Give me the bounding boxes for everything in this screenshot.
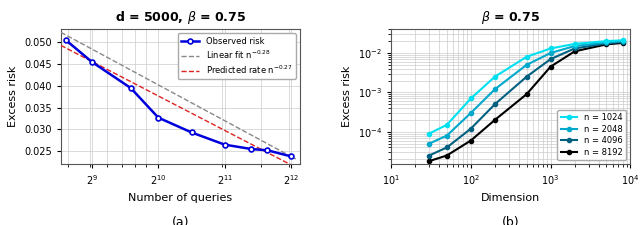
Observed risk [62, 39, 70, 41]
n = 8192 [426, 160, 433, 162]
n = 1024 [571, 43, 579, 45]
n = 1024 [467, 97, 475, 100]
n = 1024 [523, 55, 531, 58]
n = 2048 [547, 52, 554, 54]
n = 1024 [547, 47, 554, 50]
X-axis label: Number of queries: Number of queries [129, 193, 232, 203]
n = 1024 [426, 132, 433, 135]
X-axis label: Dimension: Dimension [481, 193, 540, 203]
n = 1024 [602, 40, 610, 43]
Title: d = 5000, $\beta$ = 0.75: d = 5000, $\beta$ = 0.75 [115, 9, 246, 26]
Line: n = 4096: n = 4096 [427, 40, 625, 157]
Legend: n = 1024, n = 2048, n = 4096, n = 8192: n = 1024, n = 2048, n = 4096, n = 8192 [557, 110, 626, 160]
n = 4096 [443, 146, 451, 149]
Observed risk [127, 87, 134, 89]
Observed risk [154, 116, 162, 119]
n = 8192 [619, 42, 627, 44]
n = 8192 [602, 43, 610, 46]
Y-axis label: Excess risk: Excess risk [342, 66, 352, 127]
n = 8192 [491, 119, 499, 121]
n = 1024 [443, 124, 451, 126]
Observed risk [188, 131, 195, 134]
n = 2048 [619, 40, 627, 43]
n = 2048 [491, 88, 499, 91]
n = 4096 [547, 58, 554, 61]
n = 8192 [443, 154, 451, 157]
n = 8192 [523, 93, 531, 96]
Title: $\beta$ = 0.75: $\beta$ = 0.75 [481, 9, 540, 26]
n = 1024 [619, 39, 627, 42]
n = 2048 [467, 112, 475, 114]
n = 2048 [443, 134, 451, 137]
n = 4096 [523, 75, 531, 78]
Y-axis label: Excess risk: Excess risk [8, 66, 19, 127]
Text: (b): (b) [502, 216, 520, 225]
n = 8192 [547, 65, 554, 68]
Observed risk [247, 148, 255, 150]
n = 1024 [491, 75, 499, 78]
Observed risk [221, 143, 228, 146]
Legend: Observed risk, Linear fit n$^{-0.28}$, Predicted rate n$^{-0.27}$: Observed risk, Linear fit n$^{-0.28}$, P… [178, 34, 296, 79]
Observed risk [88, 61, 96, 63]
n = 4096 [426, 154, 433, 157]
n = 8192 [571, 50, 579, 53]
n = 2048 [523, 63, 531, 66]
n = 8192 [467, 139, 475, 142]
Observed risk [264, 149, 271, 152]
Line: Observed risk: Observed risk [63, 38, 294, 159]
n = 2048 [602, 41, 610, 44]
Line: n = 8192: n = 8192 [427, 41, 625, 163]
n = 2048 [426, 142, 433, 145]
n = 4096 [491, 103, 499, 106]
Line: n = 1024: n = 1024 [427, 38, 625, 136]
n = 2048 [571, 45, 579, 47]
Text: (a): (a) [172, 216, 189, 225]
n = 4096 [571, 47, 579, 50]
n = 4096 [619, 41, 627, 43]
Line: n = 2048: n = 2048 [427, 39, 625, 146]
Observed risk [287, 155, 295, 158]
n = 4096 [602, 42, 610, 45]
n = 4096 [467, 127, 475, 130]
